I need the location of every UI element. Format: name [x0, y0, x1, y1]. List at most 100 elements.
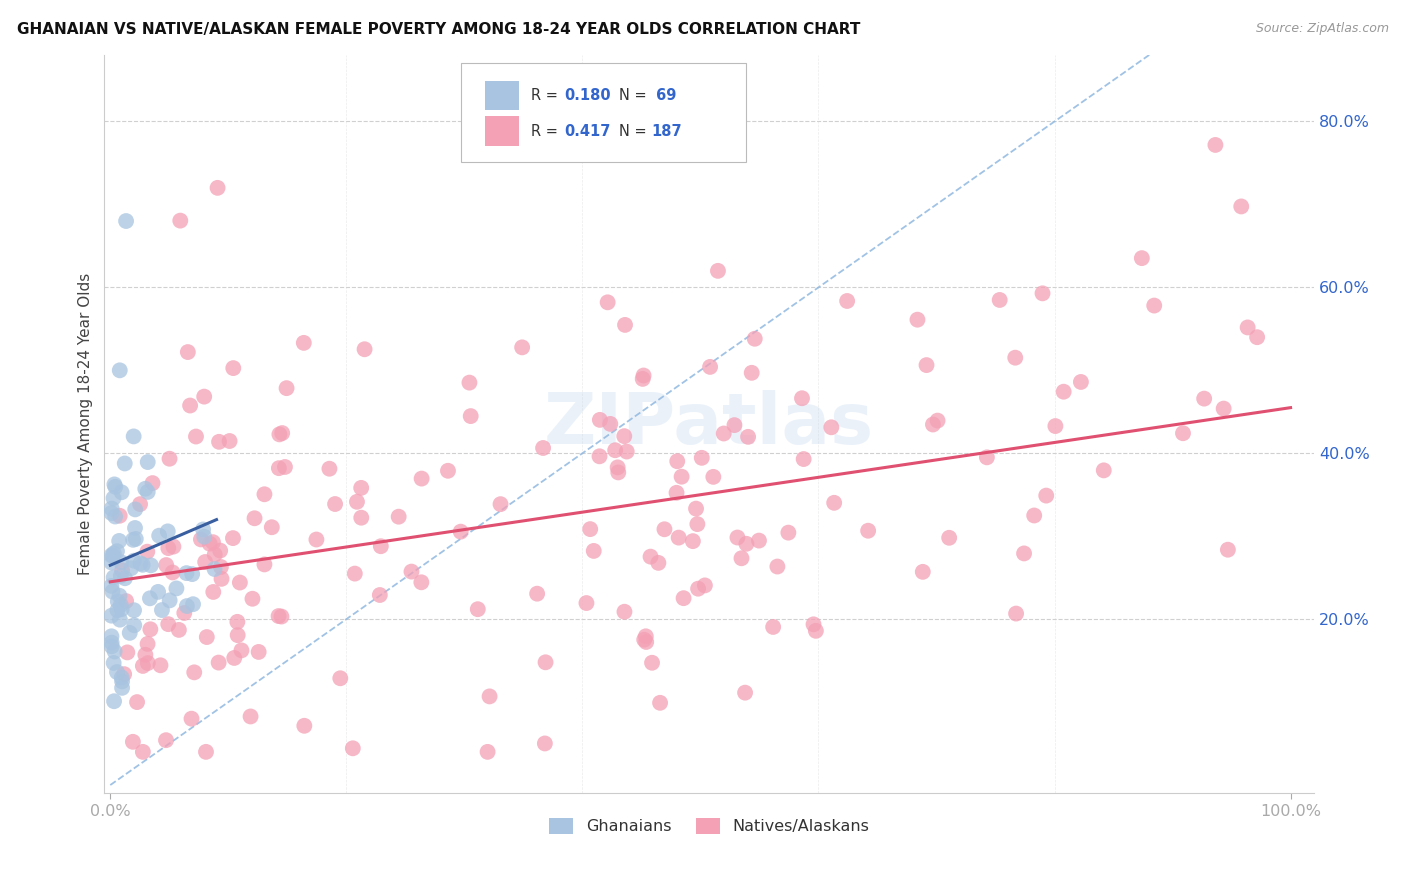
Point — [353, 343, 375, 357]
Point — [111, 602, 134, 616]
Point — [104, 480, 127, 494]
Point — [100, 556, 122, 570]
Point — [190, 533, 212, 547]
Point — [193, 530, 215, 544]
Point — [633, 632, 655, 647]
Text: GHANAIAN VS NATIVE/ALASKAN FEMALE POVERTY AMONG 18-24 YEAR OLDS CORRELATION CHAR: GHANAIAN VS NATIVE/ALASKAN FEMALE POVERT… — [17, 22, 860, 37]
Point — [305, 533, 328, 547]
Text: R =: R = — [531, 88, 562, 103]
Point — [534, 655, 557, 669]
Point — [734, 686, 756, 700]
Point — [1004, 351, 1026, 365]
Point — [766, 559, 789, 574]
Point — [856, 524, 879, 538]
Point — [668, 531, 690, 545]
Point — [132, 745, 155, 759]
Point — [155, 733, 177, 747]
Point — [118, 625, 141, 640]
Point — [477, 745, 499, 759]
Point — [124, 521, 146, 535]
Point — [204, 562, 226, 576]
Point — [155, 558, 177, 572]
Point — [342, 741, 364, 756]
Point — [614, 318, 637, 332]
Point — [167, 623, 190, 637]
Point — [207, 181, 229, 195]
Point — [329, 671, 352, 685]
Point — [318, 461, 340, 475]
Point — [204, 548, 226, 562]
Point — [136, 484, 159, 499]
Point — [938, 531, 960, 545]
Point — [100, 608, 122, 623]
Point — [467, 602, 489, 616]
Point — [589, 413, 612, 427]
Point — [671, 469, 693, 483]
Point — [292, 719, 315, 733]
Y-axis label: Female Poverty Among 18-24 Year Olds: Female Poverty Among 18-24 Year Olds — [79, 273, 93, 575]
Point — [150, 603, 173, 617]
Point — [688, 582, 710, 596]
Point — [209, 560, 232, 574]
Point — [222, 361, 245, 376]
Point — [107, 594, 129, 608]
Point — [274, 460, 297, 475]
Point — [631, 372, 654, 386]
Point — [1092, 463, 1115, 477]
Point — [101, 549, 124, 563]
Point — [292, 335, 315, 350]
Point — [120, 561, 142, 575]
Point — [111, 671, 134, 685]
Point — [229, 575, 252, 590]
Point — [820, 420, 842, 434]
Point — [596, 295, 619, 310]
Point — [239, 709, 262, 723]
Point — [108, 363, 131, 377]
Point — [915, 358, 938, 372]
Point — [208, 434, 231, 449]
Point — [270, 609, 292, 624]
Point — [271, 426, 294, 441]
Point — [707, 264, 730, 278]
Point — [177, 345, 200, 359]
Point — [1130, 251, 1153, 265]
Point — [242, 591, 264, 606]
Point — [837, 293, 859, 308]
Point — [648, 696, 671, 710]
Point — [103, 656, 125, 670]
Point — [231, 643, 253, 657]
Point — [633, 368, 655, 383]
Point — [599, 417, 621, 431]
Point — [1143, 299, 1166, 313]
Point — [510, 340, 533, 354]
Text: N =: N = — [619, 88, 651, 103]
Point — [103, 546, 125, 560]
Point — [1045, 419, 1067, 434]
Point — [1192, 392, 1215, 406]
Point — [110, 485, 132, 500]
Point — [134, 482, 156, 496]
Point — [458, 376, 481, 390]
Text: 69: 69 — [651, 88, 676, 103]
Point — [713, 426, 735, 441]
Point — [169, 213, 191, 227]
Point — [104, 644, 127, 658]
Point — [184, 429, 207, 443]
Point — [579, 522, 602, 536]
Point — [100, 579, 122, 593]
Point — [267, 609, 290, 624]
Point — [388, 509, 411, 524]
Point — [666, 454, 689, 468]
Point — [350, 510, 373, 524]
Point — [103, 491, 125, 505]
Point — [323, 497, 346, 511]
Point — [179, 399, 201, 413]
Point — [744, 332, 766, 346]
Point — [735, 537, 758, 551]
Point — [665, 485, 688, 500]
Point — [672, 591, 695, 606]
Point — [1035, 489, 1057, 503]
FancyBboxPatch shape — [485, 116, 519, 146]
Point — [693, 578, 716, 592]
Point — [110, 569, 132, 583]
